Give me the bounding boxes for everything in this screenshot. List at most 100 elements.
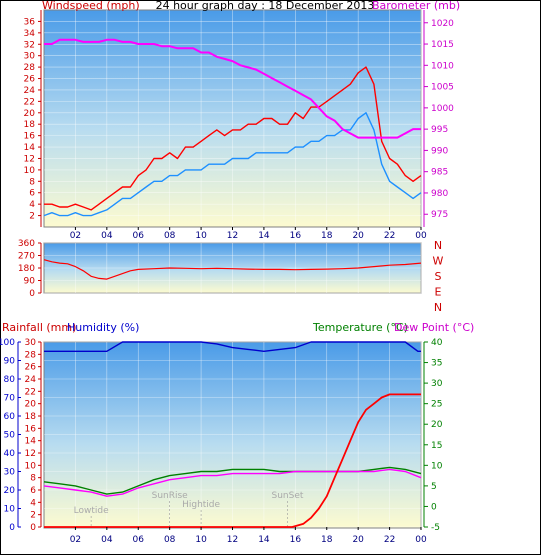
barometer-axis: 975 980 985 990 995 1000 1005 1010 1015 1020 [423, 10, 454, 227]
time-tick-label: 02 [70, 231, 81, 241]
annotation-label: Lowtide [74, 506, 109, 516]
wind-lines [43, 38, 422, 217]
compass-label: N [434, 301, 442, 314]
annotation-label: SunSet [272, 491, 304, 501]
windspeed-tick-label: 4 [29, 200, 35, 210]
windspeed-tick-label: 36 [24, 17, 36, 27]
rainfall-tick-label: 28 [25, 350, 37, 360]
wind-direction-line [43, 259, 422, 280]
time-tick-label: 10 [195, 535, 207, 545]
windspeed-axis-title: Windspeed (mph) [42, 0, 140, 12]
windspeed-tick-label: 32 [24, 40, 35, 50]
rainfall-tick-label: 6 [30, 486, 36, 496]
time-tick-label: 16 [290, 535, 302, 545]
wind-time-axis: 02 04 06 08 10 12 14 16 18 20 22 00 [70, 227, 427, 241]
temperature-tick-label: 35 [431, 359, 442, 369]
direction-lines [43, 259, 422, 280]
rainfall-tick-label: 16 [25, 424, 37, 434]
windspeed-tick-label: 30 [24, 52, 36, 62]
direction-tick-label: 180 [18, 264, 35, 274]
rainfall-line [44, 393, 421, 528]
windspeed-tick-label: 8 [29, 177, 35, 187]
time-tick-label: 22 [384, 231, 395, 241]
time-tick-label: 10 [195, 231, 207, 241]
humidity-axis-title: Humidity (%) [67, 321, 139, 334]
time-tick-label: 16 [290, 231, 302, 241]
humidity-tick-label: 60 [4, 412, 16, 422]
humidity-tick-label: 100 [0, 338, 15, 348]
chart-title: 24 hour graph day : 18 December 2013 [156, 0, 375, 12]
time-tick-label: 04 [101, 231, 113, 241]
windspeed-avg-line [43, 112, 422, 217]
barometer-tick-label: 975 [431, 210, 448, 220]
wind-gridlines [44, 10, 422, 227]
time-tick-label: 04 [101, 535, 113, 545]
windspeed-tick-label: 22 [24, 97, 35, 107]
barometer-tick-label: 1015 [431, 40, 454, 50]
annotation-label: Hightide [182, 500, 220, 510]
barometer-tick-label: 1010 [431, 61, 454, 71]
windspeed-tick-label: 6 [29, 189, 35, 199]
dewpoint-axis-title: Dew Point (°C) [394, 321, 474, 334]
compass-label: W [433, 255, 444, 268]
time-tick-label: 06 [133, 231, 145, 241]
rainfall-tick-label: 2 [30, 511, 36, 521]
direction-tick-label: 360 [18, 239, 35, 249]
direction-tick-label: 90 [24, 277, 36, 287]
rainfall-tick-label: 10 [25, 461, 37, 471]
temperature-tick-label: 10 [431, 461, 443, 471]
temperature-tick-label: 30 [431, 379, 443, 389]
barometer-tick-label: 980 [431, 189, 448, 199]
humidity-tick-label: 90 [4, 357, 16, 367]
windspeed-tick-label: 16 [24, 132, 36, 142]
time-tick-label: 00 [415, 535, 427, 545]
rainfall-tick-label: 22 [25, 387, 36, 397]
barometer-tick-label: 1020 [431, 19, 454, 29]
time-tick-label: 14 [258, 535, 270, 545]
rainfall-tick-label: 8 [30, 474, 36, 484]
windspeed-tick-label: 20 [24, 109, 36, 119]
temperature-tick-label: 20 [431, 420, 443, 430]
humidity-tick-label: 40 [4, 449, 16, 459]
barometer-line [44, 38, 421, 139]
windspeed-tick-label: 14 [24, 143, 36, 153]
windspeed-tick-label: 18 [24, 120, 36, 130]
humidity-tick-label: 30 [4, 468, 16, 478]
barometer-axis-title: Barometer (mb) [372, 0, 460, 12]
barometer-tick-label: 990 [431, 146, 448, 156]
time-tick-label: 00 [415, 231, 427, 241]
humidity-tick-label: 10 [4, 505, 16, 515]
barometer-tick-label: 995 [431, 125, 448, 135]
time-tick-label: 06 [133, 535, 145, 545]
dewpoint-line [43, 468, 422, 497]
time-tick-label: 18 [321, 231, 333, 241]
rainfall-tick-label: 4 [30, 498, 36, 508]
humidity-axis: 0 10 20 30 40 50 60 70 80 90 100 [0, 338, 21, 533]
rainfall-tick-label: 12 [25, 449, 36, 459]
rainfall-tick-label: 0 [30, 523, 36, 533]
barometer-tick-label: 1005 [431, 83, 454, 93]
rainfall-axis-title: Rainfall (mm) [2, 321, 76, 334]
time-tick-label: 20 [352, 535, 364, 545]
windspeed-tick-label: 26 [24, 75, 36, 85]
compass-label: N [434, 239, 442, 252]
temperature-tick-label: 5 [431, 482, 437, 492]
time-tick-label: 22 [384, 535, 395, 545]
windspeed-tick-label: 2 [29, 212, 35, 222]
rainfall-tick-label: 24 [25, 375, 37, 385]
rain-temp-gridlines [44, 341, 422, 528]
windspeed-tick-label: 12 [24, 154, 35, 164]
windspeed-tick-label: 28 [24, 63, 36, 73]
direction-axis: 0 90 180 270 360 [18, 239, 42, 299]
temperature-tick-label: -5 [431, 523, 440, 533]
windspeed-gust-line [44, 66, 422, 211]
temperature-axis: -5 0 5 10 15 20 25 30 35 40 [423, 338, 443, 533]
compass-label: E [435, 286, 442, 299]
time-tick-label: 20 [352, 231, 364, 241]
